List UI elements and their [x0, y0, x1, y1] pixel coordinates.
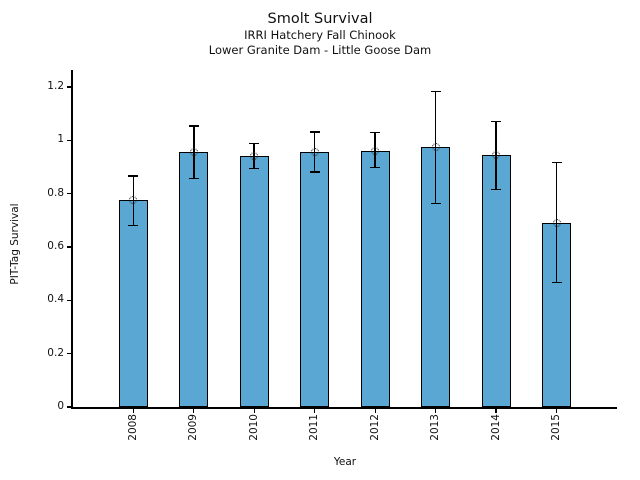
bar-2009 — [179, 152, 209, 407]
error-bar-cap-bottom — [491, 188, 502, 191]
x-tick-label: 2012 — [368, 414, 381, 441]
x-axis-label: Year — [333, 456, 357, 468]
y-axis-label: PIT-Tag Survival — [9, 202, 21, 285]
x-tick — [555, 408, 558, 413]
bar-2010 — [239, 155, 269, 407]
x-tick — [132, 408, 134, 413]
y-tick — [67, 299, 72, 302]
y-tick — [67, 139, 72, 142]
bar-2012 — [360, 150, 390, 407]
y-tick-label: 0.4 — [47, 293, 64, 306]
x-tick — [374, 408, 376, 413]
chart-header: Smolt Survival IRRI Hatchery Fall Chinoo… — [0, 10, 640, 58]
point-marker — [552, 218, 561, 227]
y-tick — [67, 193, 72, 195]
error-bar-cap-top — [249, 142, 260, 144]
y-tick-label: 0.2 — [47, 346, 64, 359]
y-tick-label: 0.8 — [47, 186, 64, 199]
x-tick-label: 2010 — [247, 414, 260, 441]
error-bar-cap-top — [370, 131, 381, 134]
bar-2008 — [118, 200, 148, 407]
x-tick — [495, 408, 497, 413]
point-marker — [431, 142, 440, 151]
x-tick-label: 2011 — [308, 414, 321, 441]
bar-2014 — [481, 154, 511, 407]
y-tick-label: 1 — [57, 133, 64, 146]
error-bar-cap-top — [551, 161, 562, 164]
x-tick — [435, 408, 437, 413]
point-marker — [310, 148, 319, 157]
chart-subtitle-line2: Lower Granite Dam - Little Goose Dam — [208, 43, 432, 58]
y-tick — [67, 406, 72, 408]
error-bar-cap-top — [491, 120, 502, 123]
error-bar-cap-top — [128, 175, 139, 177]
x-tick — [253, 408, 255, 413]
error-bar-cap-bottom — [430, 202, 441, 204]
x-axis-spine — [71, 406, 617, 409]
x-tick-label: 2013 — [429, 414, 442, 441]
point-marker — [250, 151, 259, 160]
y-axis-spine — [71, 70, 73, 409]
bar-2011 — [300, 152, 330, 407]
error-bar-cap-bottom — [249, 167, 260, 170]
y-tick — [67, 353, 72, 355]
x-tick-label: 2015 — [550, 414, 563, 441]
x-tick — [314, 408, 316, 413]
y-tick-label: 0 — [57, 400, 64, 412]
error-bar-cap-bottom — [551, 281, 562, 284]
error-bar-cap-bottom — [188, 177, 199, 180]
point-marker — [129, 196, 138, 205]
error-bar-cap-bottom — [128, 224, 139, 227]
x-tick-label: 2008 — [126, 414, 139, 441]
y-tick-label: 0.6 — [47, 239, 64, 252]
error-bar-cap-bottom — [370, 166, 381, 169]
chart-title: Smolt Survival — [267, 11, 373, 27]
error-bar-cap-top — [430, 90, 441, 92]
point-marker — [371, 146, 380, 155]
chart-subtitle-line1: IRRI Hatchery Fall Chinook — [244, 28, 396, 43]
point-marker — [492, 150, 501, 159]
y-tick — [67, 86, 72, 88]
x-tick-label: 2014 — [489, 414, 502, 441]
error-bar-cap-top — [309, 131, 320, 133]
point-marker — [189, 148, 198, 157]
x-tick — [193, 408, 195, 413]
error-bar-cap-top — [188, 125, 199, 127]
x-tick-label: 2009 — [187, 414, 200, 441]
y-tick — [67, 246, 72, 248]
y-tick-label: 1.2 — [47, 79, 64, 92]
error-bar-cap-bottom — [309, 171, 320, 173]
